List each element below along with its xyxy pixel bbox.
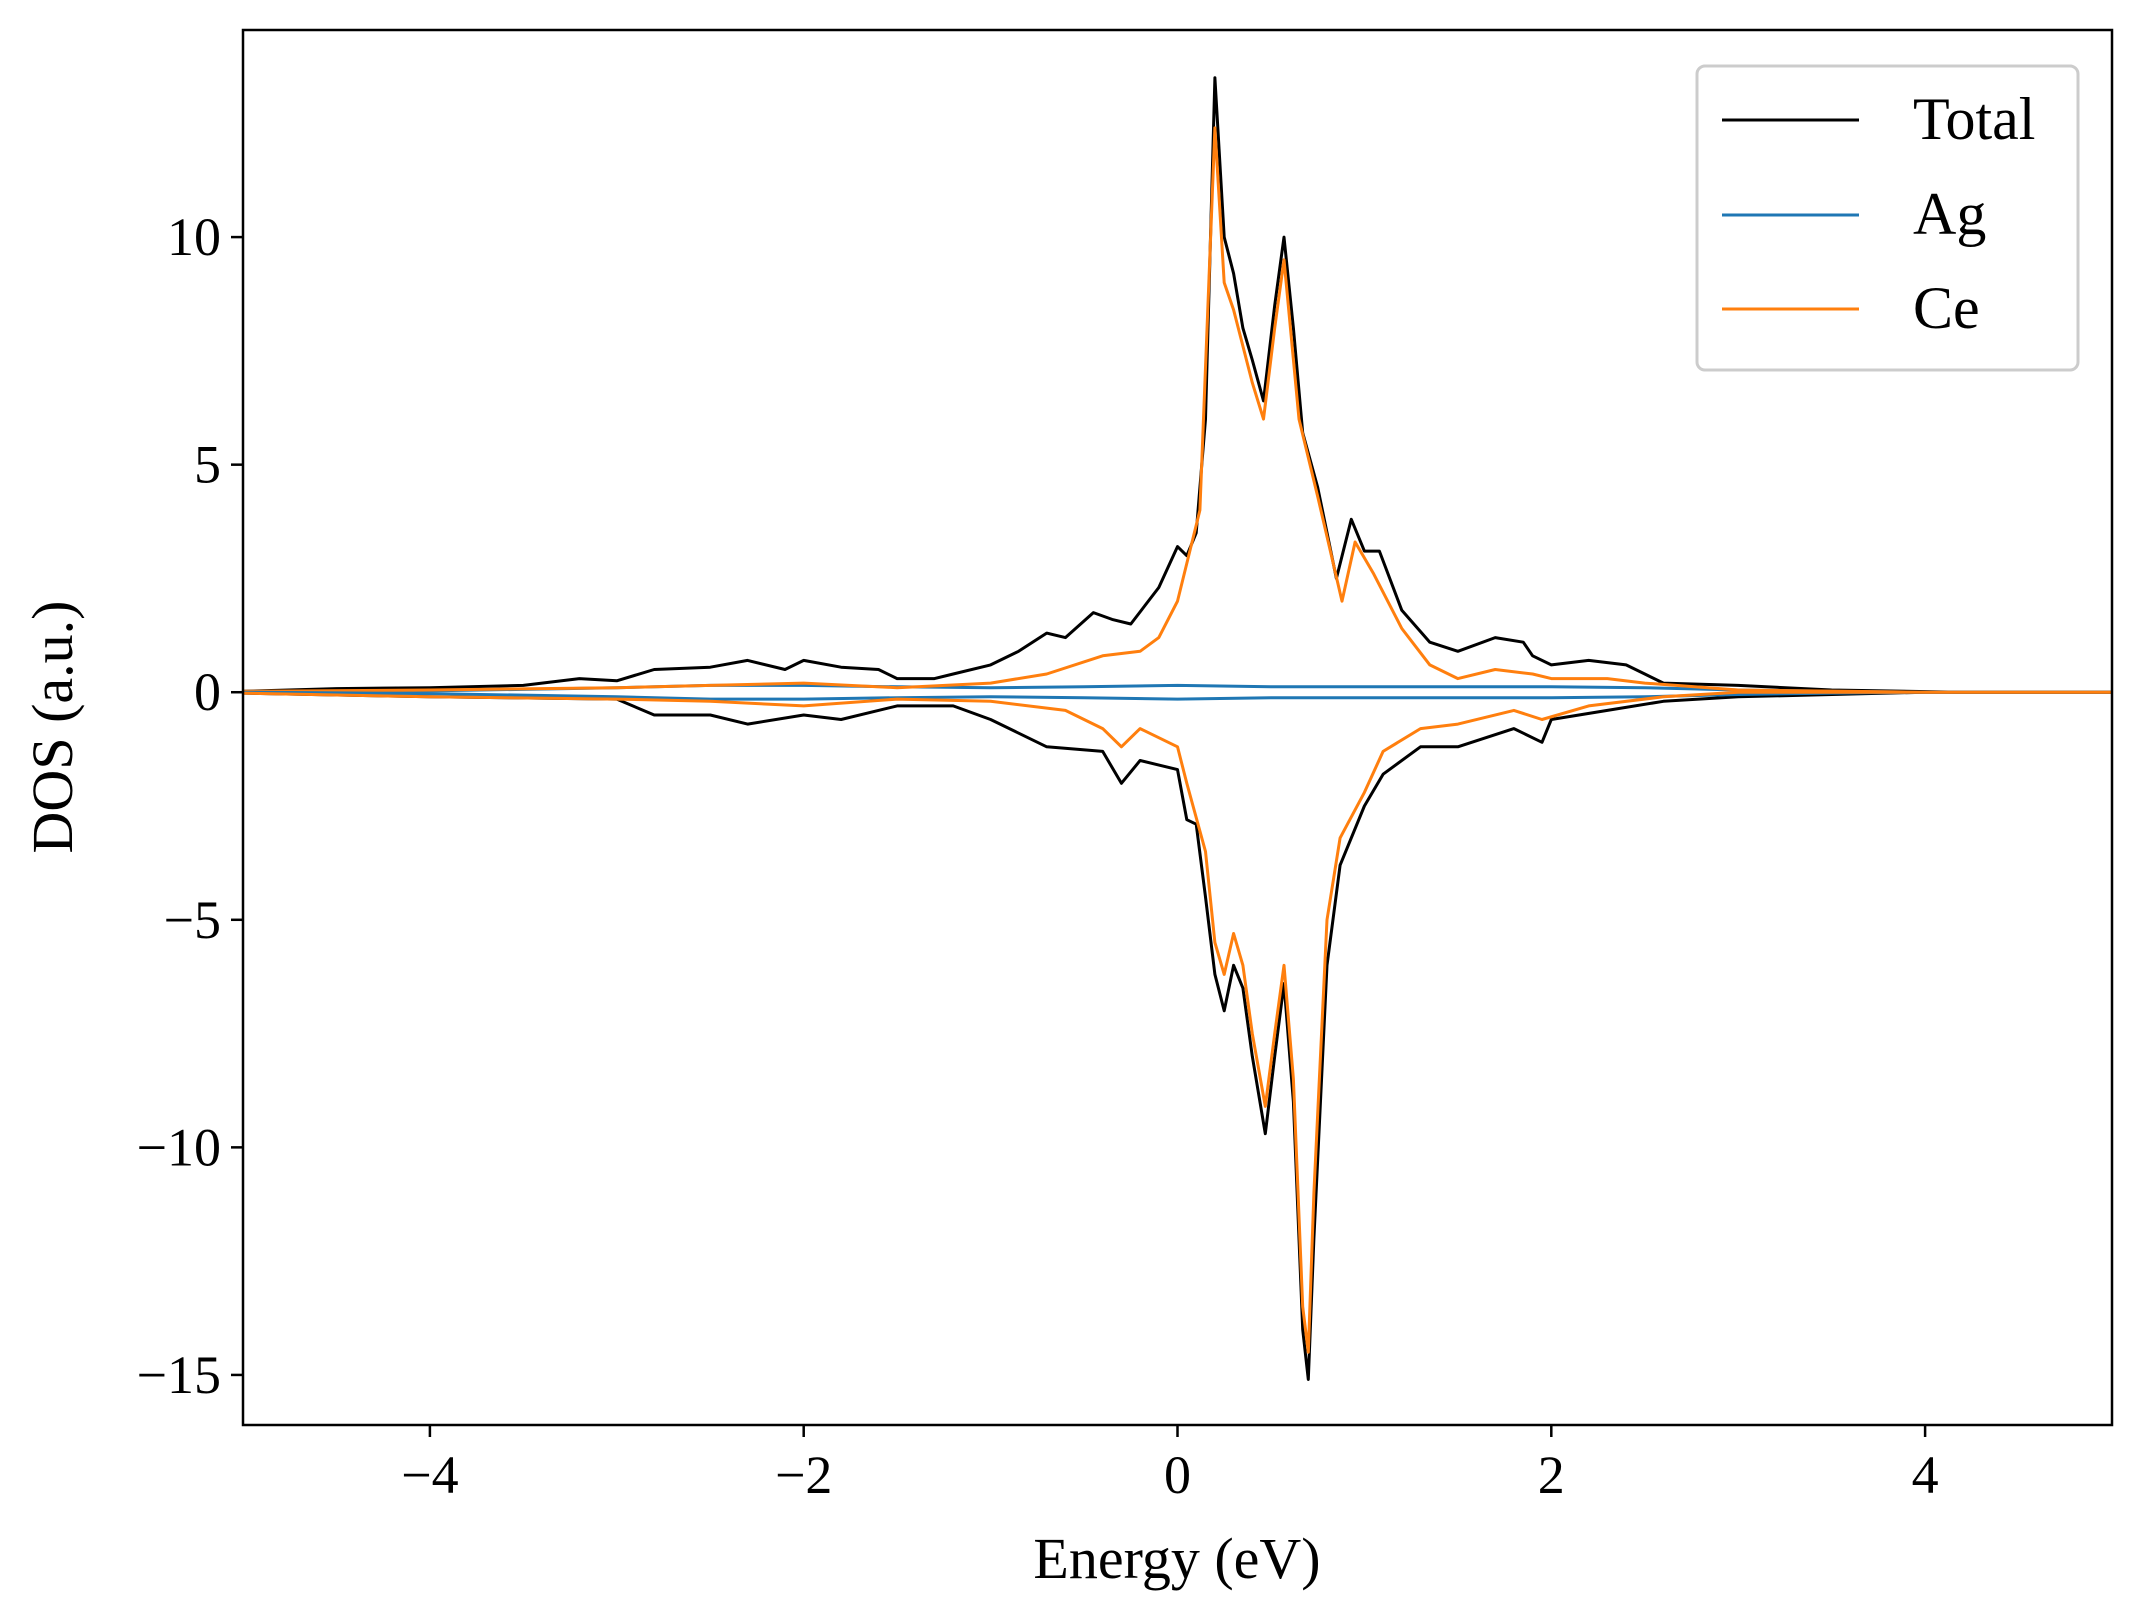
x-tick-label: 0 [1164,1445,1191,1505]
series-line-total-down [243,690,2112,1381]
x-tick-label: −2 [775,1445,832,1505]
y-tick-label: 0 [194,662,221,722]
y-tick-label: −10 [137,1117,221,1177]
y-tick-label: −15 [137,1345,221,1405]
legend-label-total: Total [1913,86,2035,152]
legend-label-ag: Ag [1913,181,1986,247]
series-line-ce-up [243,126,2112,694]
y-axis-label: DOS (a.u.) [20,601,85,854]
x-tick-label: −4 [401,1445,458,1505]
series-line-ag-down [243,690,2112,701]
y-tick-label: 10 [167,207,221,267]
series-line-total-up [243,76,2112,694]
plot-lines [243,76,2112,1381]
axes: −4 −2 0 2 4 −15 −10 −5 0 5 10 [137,28,2114,1505]
legend: Total Ag Ce [1695,64,2080,372]
legend-label-ce: Ce [1913,275,1980,341]
x-tick-label: 4 [1912,1445,1939,1505]
series-line-ce-down [243,690,2112,1354]
y-tick-label: 5 [194,435,221,495]
y-tick-label: −5 [164,890,221,950]
x-axis-label: Energy (eV) [1033,1526,1320,1591]
legend-frame [1695,64,2080,372]
x-tick-label: 2 [1538,1445,1565,1505]
